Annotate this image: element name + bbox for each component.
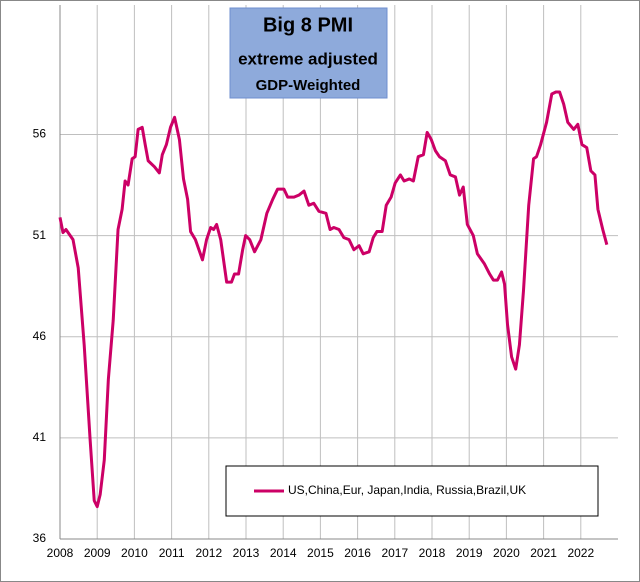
x-tick-label: 2014 [270, 546, 297, 560]
y-tick-label: 41 [33, 430, 47, 444]
x-tick-label: 2009 [84, 546, 111, 560]
x-tick-label: 2011 [159, 546, 185, 560]
x-tick-label: 2016 [344, 546, 371, 560]
y-tick-label: 51 [33, 228, 47, 242]
x-tick-label: 2020 [493, 546, 520, 560]
x-tick-label: 2008 [47, 546, 74, 560]
annotation: GDP-Weighted [256, 77, 361, 94]
x-tick-label: 2021 [530, 546, 557, 560]
x-tick-label: 2012 [195, 546, 222, 560]
x-tick-label: 2015 [307, 546, 334, 560]
y-tick-label: 46 [33, 329, 47, 343]
x-tick-label: 2019 [456, 546, 483, 560]
series-line [58, 90, 609, 509]
chart-subtitle: extreme adjusted [238, 49, 378, 68]
legend-label: US,China,Eur, Japan,India, Russia,Brazil… [288, 483, 526, 497]
x-tick-label: 2018 [419, 546, 446, 560]
chart-title: Big 8 PMI [263, 14, 353, 36]
x-tick-label: 2017 [381, 546, 408, 560]
y-tick-label: 36 [33, 531, 47, 545]
x-tick-label: 2010 [121, 546, 148, 560]
legend-box [225, 465, 599, 517]
y-tick-label: 56 [33, 127, 47, 141]
x-tick-label: 2013 [233, 546, 260, 560]
title-box [229, 7, 388, 99]
x-tick-label: 2022 [567, 546, 594, 560]
